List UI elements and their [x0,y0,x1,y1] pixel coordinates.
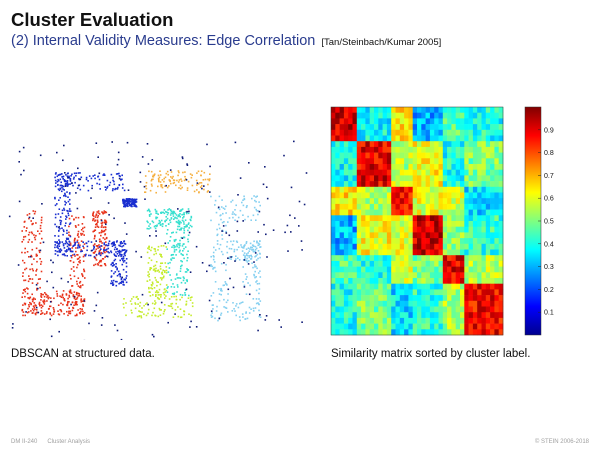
slide-id: DM II-240 [11,439,38,445]
colorbar-tick-label: 0.2 [544,287,554,294]
colorbar-tick-label: 0.5 [544,219,554,226]
citation: [Tan/Steinbach/Kumar 2005] [321,37,442,48]
subtitle-text: (2) Internal Validity Measures: Edge Cor… [11,33,316,49]
footer-left: DM II-240 Cluster Analysis [11,439,90,445]
right-figure-caption: Similarity matrix sorted by cluster labe… [331,348,531,360]
colorbar-tick-label: 0.3 [544,264,554,271]
page-subtitle: (2) Internal Validity Measures: Edge Cor… [11,33,441,49]
colorbar-ticks: 0.9 0.8 0.7 0.6 0.5 0.4 0.3 0.2 0.1 [538,127,554,317]
colorbar-tick-label: 0.1 [544,310,554,317]
colorbar-tick-label: 0.6 [544,196,554,203]
colorbar-tick-label: 0.7 [544,173,554,180]
colorbar-tick-label: 0.9 [544,127,554,134]
colorbar-tick-label: 0.4 [544,241,554,248]
colorbar-tick-label: 0.8 [544,150,554,157]
dbscan-scatter-plot [8,140,308,340]
footer-copyright: © STEIN 2006-2018 [534,439,589,445]
section-name: Cluster Analysis [47,439,91,445]
matrix-frame [330,106,504,336]
page-title: Cluster Evaluation [11,9,174,30]
left-figure-caption: DBSCAN at structured data. [11,348,155,360]
similarity-matrix [331,107,504,336]
similarity-matrix-figure: 0.9 0.8 0.7 0.6 0.5 0.4 0.3 0.2 0.1 [330,106,554,336]
